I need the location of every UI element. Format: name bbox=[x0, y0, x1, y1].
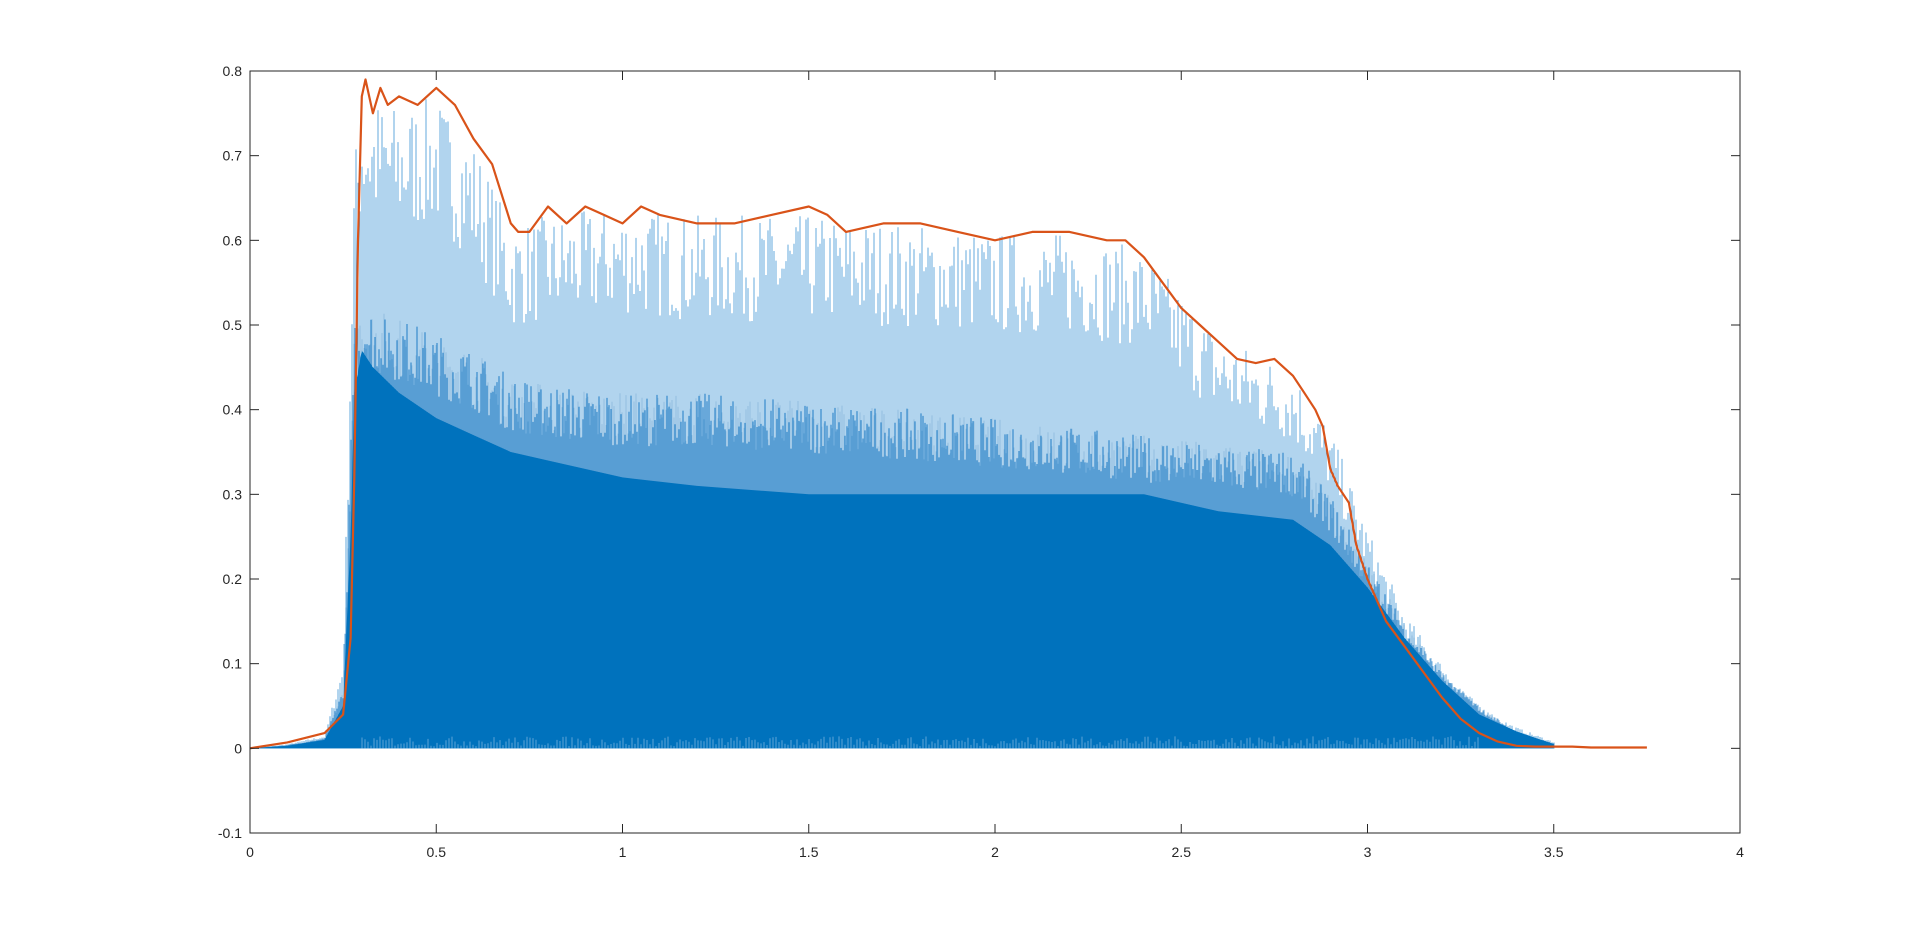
x-tick-label: 1.5 bbox=[799, 844, 819, 860]
x-tick-label: 4 bbox=[1736, 844, 1744, 860]
signal-dense-area bbox=[250, 350, 1554, 749]
y-tick-label: 0.6 bbox=[223, 232, 243, 248]
signal-noise-lines bbox=[361, 736, 1479, 749]
y-tick-label: 0 bbox=[234, 740, 242, 756]
x-tick-label: 2.5 bbox=[1172, 844, 1192, 860]
axes-layer: 0 0.5 1 1.5 2 2.5 3 3.5 4-0.100.10.20.30.40.50.6… bbox=[218, 63, 1744, 860]
signal-layer bbox=[249, 99, 1555, 749]
y-tick-label: 0.8 bbox=[223, 63, 243, 79]
x-tick-label: 2 bbox=[991, 844, 999, 860]
y-tick-label: 0.1 bbox=[223, 656, 243, 672]
y-tick-label: -0.1 bbox=[218, 825, 242, 841]
y-tick-label: 0.2 bbox=[223, 571, 243, 587]
x-tick-label: 3 bbox=[1364, 844, 1372, 860]
y-tick-label: 0.5 bbox=[223, 317, 243, 333]
y-tick-label: 0.3 bbox=[223, 486, 243, 502]
x-tick-label: 0 bbox=[246, 844, 254, 860]
envelope-layer bbox=[249, 78, 1647, 750]
y-tick-label: 0.7 bbox=[223, 148, 243, 164]
x-tick-label: 0.5 bbox=[427, 844, 447, 860]
x-tick-label: 1 bbox=[619, 844, 627, 860]
envelope-line bbox=[249, 78, 1647, 750]
x-tick-label: 3.5 bbox=[1544, 844, 1564, 860]
y-tick-label: 0.4 bbox=[223, 402, 243, 418]
